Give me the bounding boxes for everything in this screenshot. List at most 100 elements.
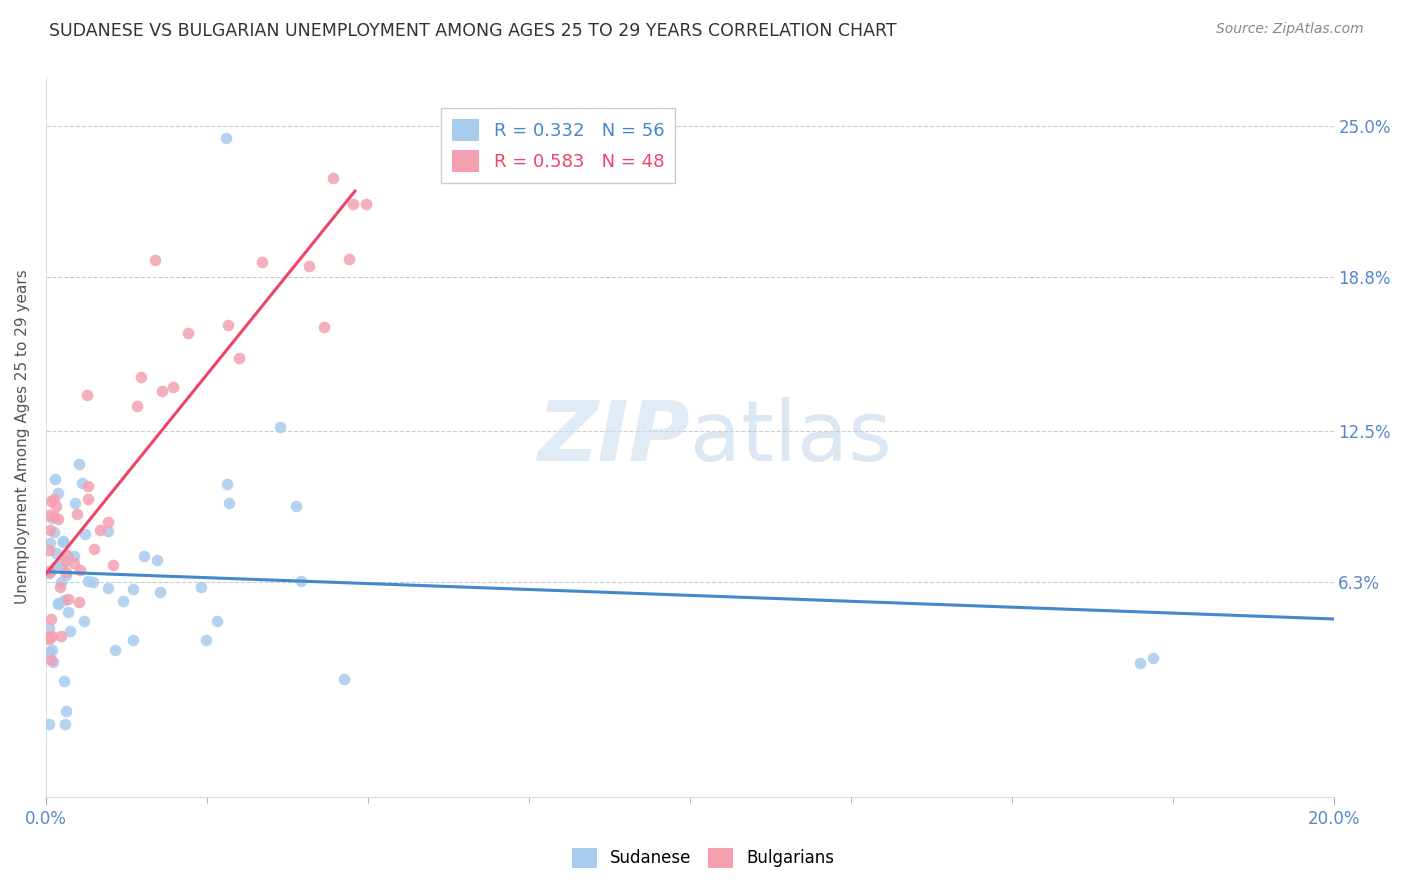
Point [332, 672, 354, 686]
Point [38, 632, 60, 646]
Point [38, 542, 60, 557]
Point [76, 388, 98, 402]
Point [342, 197, 364, 211]
Point [122, 582, 145, 596]
Point [49, 629, 72, 643]
Point [56, 591, 79, 606]
Point [46, 485, 69, 500]
Point [38, 536, 60, 550]
Point [38, 566, 60, 580]
Point [46, 596, 69, 610]
Point [215, 131, 238, 145]
Point [218, 496, 240, 510]
Point [73, 527, 96, 541]
Point [284, 500, 307, 514]
Point [66, 508, 89, 522]
Point [59, 624, 82, 638]
Point [190, 581, 212, 595]
Point [53, 554, 76, 568]
Point [52, 533, 75, 548]
Point [46, 597, 69, 611]
Point [39, 493, 62, 508]
Point [63, 549, 86, 563]
Point [322, 171, 344, 186]
Point [290, 574, 312, 588]
Point [41, 643, 63, 657]
Point [51, 575, 73, 590]
Point [176, 326, 198, 341]
Point [125, 399, 148, 413]
Point [1142, 650, 1164, 665]
Point [49, 559, 72, 574]
Point [52, 673, 75, 688]
Point [45, 499, 67, 513]
Y-axis label: Unemployment Among Ages 25 to 29 years: Unemployment Among Ages 25 to 29 years [15, 269, 30, 605]
Point [38, 630, 60, 644]
Point [101, 558, 124, 572]
Point [44, 492, 66, 507]
Point [104, 642, 127, 657]
Point [38, 566, 60, 580]
Point [77, 491, 100, 506]
Point [82, 574, 104, 589]
Point [39, 611, 62, 625]
Point [52, 535, 75, 549]
Text: atlas: atlas [690, 397, 891, 477]
Point [77, 479, 100, 493]
Point [215, 477, 238, 491]
Point [55, 548, 77, 562]
Point [121, 632, 143, 647]
Point [67, 595, 90, 609]
Point [77, 574, 100, 589]
Point [97, 581, 120, 595]
Point [44, 508, 66, 523]
Point [38, 630, 60, 644]
Point [38, 508, 60, 522]
Point [38, 621, 60, 635]
Point [252, 255, 274, 269]
Point [73, 614, 96, 628]
Point [55, 704, 77, 718]
Point [194, 633, 217, 648]
Point [1129, 656, 1152, 670]
Point [46, 512, 69, 526]
Point [44, 561, 66, 575]
Point [228, 351, 250, 365]
Point [134, 549, 156, 563]
Point [41, 655, 63, 669]
Point [55, 567, 77, 582]
Text: ZIP: ZIP [537, 397, 690, 477]
Point [146, 553, 169, 567]
Point [337, 252, 360, 266]
Text: Source: ZipAtlas.com: Source: ZipAtlas.com [1216, 22, 1364, 37]
Point [70, 475, 93, 490]
Legend: R = 0.332   N = 56, R = 0.583   N = 48: R = 0.332 N = 56, R = 0.583 N = 48 [441, 108, 675, 183]
Point [69, 563, 91, 577]
Point [39, 524, 62, 538]
Point [53, 716, 76, 731]
Point [41, 510, 63, 524]
Point [51, 557, 73, 571]
Point [129, 369, 152, 384]
Point [83, 542, 105, 557]
Point [52, 593, 75, 607]
Point [217, 318, 239, 332]
Legend: Sudanese, Bulgarians: Sudanese, Bulgarians [565, 841, 841, 875]
Point [44, 472, 66, 486]
Point [205, 615, 228, 629]
Point [65, 495, 87, 509]
Point [269, 419, 291, 434]
Point [49, 580, 72, 594]
Point [55, 565, 77, 579]
Point [38, 645, 60, 659]
Point [56, 605, 79, 619]
Point [314, 320, 336, 334]
Text: SUDANESE VS BULGARIAN UNEMPLOYMENT AMONG AGES 25 TO 29 YEARS CORRELATION CHART: SUDANESE VS BULGARIAN UNEMPLOYMENT AMONG… [49, 22, 897, 40]
Point [67, 457, 90, 471]
Point [38, 716, 60, 731]
Point [152, 384, 174, 398]
Point [45, 546, 67, 560]
Point [145, 253, 167, 268]
Point [63, 556, 86, 570]
Point [97, 515, 120, 529]
